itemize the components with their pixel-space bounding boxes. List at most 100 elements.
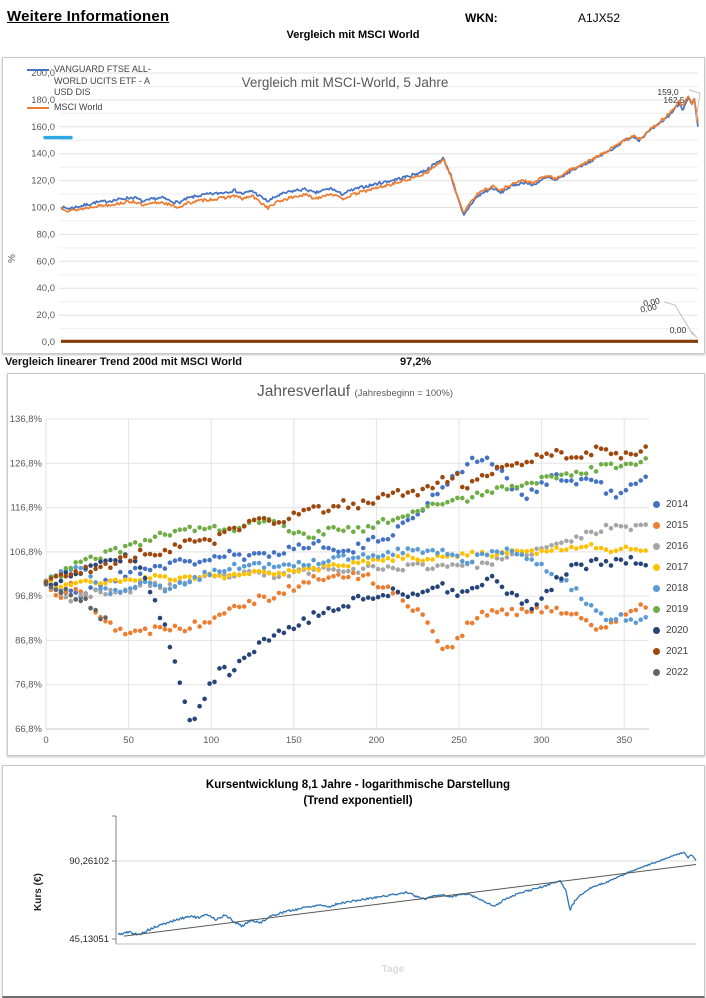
data-point [564, 456, 569, 461]
data-point [93, 556, 98, 562]
data-point [246, 518, 252, 524]
data-point [311, 504, 316, 509]
data-point [395, 487, 401, 493]
data-point [385, 493, 391, 499]
data-point [336, 549, 341, 555]
data-point [331, 608, 336, 613]
data-point [643, 444, 648, 449]
data-point [549, 474, 554, 479]
comparison-chart-legend: VANGUARD FTSE ALL-WORLD UCITS ETF - A US… [27, 64, 187, 117]
data-point [53, 587, 59, 593]
data-point [276, 590, 282, 596]
data-point [504, 546, 510, 551]
data-point [415, 508, 421, 514]
data-point [623, 618, 629, 623]
data-point [167, 577, 173, 582]
y-tick-label: 60,0 [37, 256, 56, 267]
data-point [529, 606, 534, 612]
data-point [564, 572, 569, 577]
data-point [370, 581, 376, 586]
data-point [579, 476, 584, 482]
legend-entry-2018: 2018 [653, 578, 688, 599]
data-point [118, 555, 123, 560]
data-point [450, 476, 455, 481]
data-point [172, 558, 178, 563]
data-point [564, 611, 569, 616]
data-point [549, 543, 554, 548]
data-point [494, 579, 500, 584]
data-point [504, 462, 510, 468]
data-point [574, 455, 579, 460]
data-label-leader [663, 301, 694, 336]
data-point [569, 562, 574, 568]
data-point [559, 450, 564, 455]
data-point [311, 610, 316, 615]
data-point [440, 554, 445, 559]
data-point [346, 505, 351, 511]
data-point [321, 532, 326, 537]
data-point [48, 576, 54, 581]
data-point [217, 612, 222, 617]
data-point [613, 522, 619, 528]
data-point [593, 556, 599, 562]
data-point [212, 523, 217, 529]
data-point [296, 529, 302, 535]
data-point [346, 604, 351, 609]
data-point [311, 541, 316, 546]
data-point [137, 580, 143, 585]
data-point [261, 636, 267, 642]
data-point [132, 584, 138, 590]
data-point [336, 607, 341, 612]
data-point [187, 524, 192, 530]
data-point [613, 548, 619, 554]
data-point [172, 584, 178, 589]
data-point [351, 529, 356, 535]
page-title: Weitere Informationen [7, 8, 170, 25]
data-point [68, 588, 74, 594]
data-point [544, 482, 549, 487]
data-point [405, 513, 411, 518]
x-tick-label: 100 [203, 735, 219, 746]
data-point [256, 640, 262, 645]
data-point [628, 451, 634, 457]
data-point [63, 570, 69, 575]
data-point [638, 548, 643, 553]
data-point [152, 552, 158, 558]
data-point [628, 617, 634, 622]
data-point [241, 655, 247, 661]
data-point [88, 563, 93, 568]
yearly-chart-panel: 0 50 100 150 200 250 300 350 66,8% 76,8% 86,8% 96,8… [7, 373, 705, 756]
data-point [445, 499, 450, 505]
data-point [534, 561, 539, 567]
data-point [113, 561, 118, 566]
data-point [73, 580, 78, 586]
data-point [88, 554, 93, 560]
data-point [172, 528, 178, 534]
data-point [608, 451, 614, 457]
data-point [440, 547, 445, 553]
data-point [98, 616, 103, 622]
y-tick-label: 180,0 [31, 95, 55, 106]
data-point [499, 484, 505, 489]
data-point [132, 578, 138, 583]
data-point [291, 568, 297, 574]
data-point [633, 452, 639, 458]
data-point [326, 525, 331, 531]
data-point [336, 527, 341, 532]
data-point [241, 557, 247, 562]
data-point [98, 589, 103, 595]
data-point [286, 562, 292, 567]
data-point [355, 541, 361, 547]
data-point [142, 626, 148, 631]
data-point [241, 604, 247, 609]
data-point [83, 578, 88, 583]
data-point [88, 585, 93, 590]
data-point [430, 585, 435, 591]
data-point [172, 542, 178, 547]
data-point [341, 553, 346, 558]
data-point [425, 566, 430, 572]
data-point [306, 545, 312, 551]
data-point [469, 585, 475, 591]
y-tick-label: 90,26102 [69, 856, 109, 867]
data-point [474, 585, 480, 590]
